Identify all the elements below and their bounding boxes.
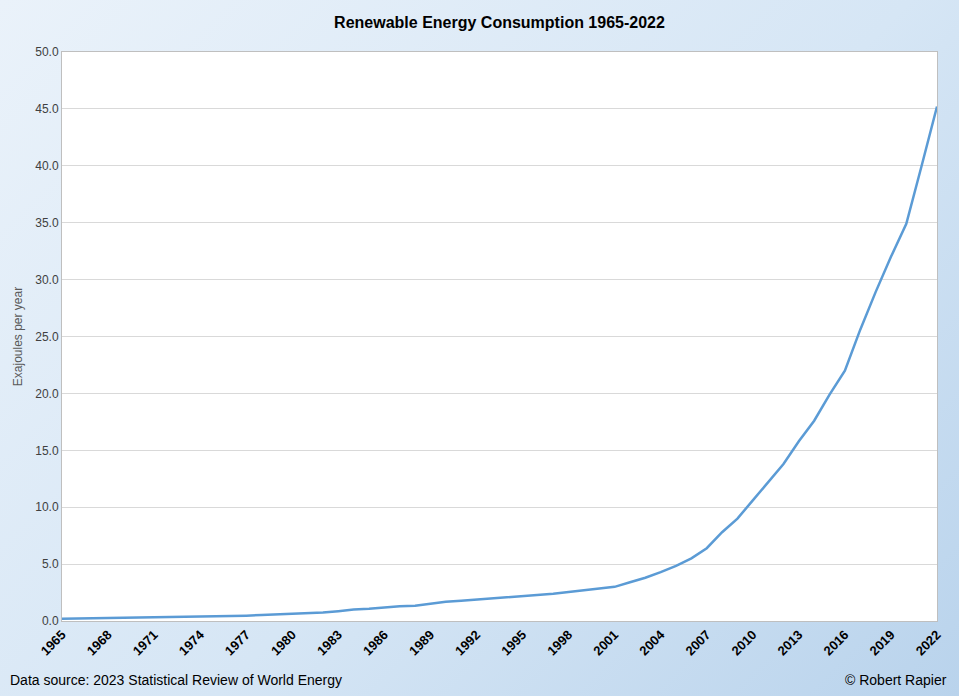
svg-text:20.0: 20.0	[35, 387, 59, 401]
svg-text:Exajoules per year: Exajoules per year	[11, 287, 25, 386]
svg-text:25.0: 25.0	[35, 330, 59, 344]
svg-text:1983: 1983	[314, 627, 345, 658]
svg-text:2010: 2010	[728, 627, 759, 658]
svg-text:1974: 1974	[176, 627, 208, 659]
svg-text:10.0: 10.0	[35, 500, 59, 514]
svg-text:1971: 1971	[130, 627, 161, 658]
svg-text:© Robert Rapier: © Robert Rapier	[845, 672, 947, 688]
svg-text:1992: 1992	[452, 627, 483, 658]
svg-text:40.0: 40.0	[35, 159, 59, 173]
svg-text:Renewable Energy Consumption 1: Renewable Energy Consumption 1965-2022	[334, 14, 665, 31]
svg-text:2019: 2019	[867, 627, 898, 658]
svg-text:1968: 1968	[84, 627, 115, 658]
svg-text:45.0: 45.0	[35, 102, 59, 116]
svg-text:1977: 1977	[222, 627, 253, 658]
svg-text:2013: 2013	[775, 627, 806, 658]
svg-text:5.0: 5.0	[42, 557, 59, 571]
svg-text:35.0: 35.0	[35, 216, 59, 230]
svg-text:1986: 1986	[360, 627, 391, 658]
svg-text:1965: 1965	[38, 627, 69, 658]
svg-text:1980: 1980	[268, 627, 299, 658]
svg-text:0.0: 0.0	[42, 614, 59, 628]
svg-text:30.0: 30.0	[35, 273, 59, 287]
svg-text:1989: 1989	[406, 627, 437, 658]
svg-text:15.0: 15.0	[35, 444, 59, 458]
svg-text:50.0: 50.0	[35, 45, 59, 59]
svg-text:2007: 2007	[682, 627, 713, 658]
svg-text:2022: 2022	[913, 627, 944, 658]
svg-text:1995: 1995	[498, 627, 529, 658]
svg-text:1998: 1998	[544, 627, 575, 658]
svg-text:Data source: 2023 Statistical: Data source: 2023 Statistical Review of …	[10, 672, 342, 688]
svg-text:2016: 2016	[821, 627, 852, 658]
svg-text:2001: 2001	[590, 627, 621, 658]
svg-text:2004: 2004	[636, 627, 668, 659]
